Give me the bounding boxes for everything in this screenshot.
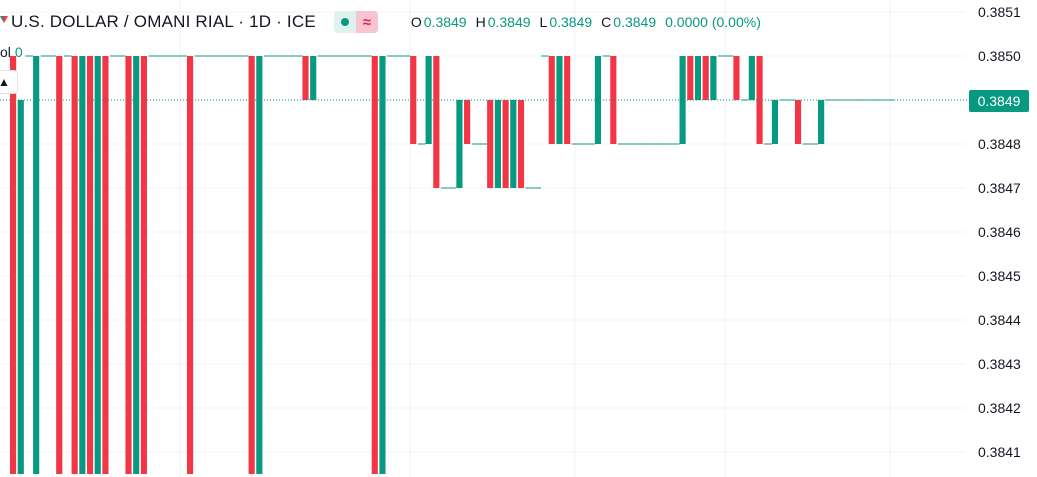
candle[interactable] <box>125 56 132 474</box>
y-tick-label: 0.3843 <box>978 356 1021 372</box>
candle[interactable] <box>687 56 694 100</box>
candle[interactable] <box>733 56 740 100</box>
close-value: 0.3849 <box>613 14 657 30</box>
candles <box>10 55 895 474</box>
candle[interactable] <box>494 100 501 188</box>
candle[interactable] <box>425 56 432 144</box>
candle[interactable] <box>610 56 617 144</box>
candle[interactable] <box>517 100 525 188</box>
y-tick-label: 0.3847 <box>978 180 1021 196</box>
flag-icon <box>0 16 8 23</box>
candle[interactable] <box>433 56 440 188</box>
candle[interactable] <box>302 56 309 100</box>
delayed-data-icon[interactable]: ≈ <box>355 11 378 33</box>
candle[interactable] <box>694 56 702 100</box>
candle[interactable] <box>140 56 147 474</box>
candle[interactable] <box>33 56 40 474</box>
close-label: C <box>601 14 612 30</box>
candle[interactable] <box>56 56 63 474</box>
y-tick-label: 0.3851 <box>978 4 1021 20</box>
y-tick-label: 0.3845 <box>978 268 1021 284</box>
candle[interactable] <box>371 56 378 474</box>
candle[interactable] <box>187 56 194 474</box>
candle[interactable] <box>794 100 802 144</box>
y-tick-label: 0.3844 <box>978 312 1021 328</box>
grid <box>0 0 965 477</box>
low-value: 0.3849 <box>549 14 593 30</box>
collapse-legend-button[interactable]: ▲ <box>0 70 18 94</box>
ohlc-values: O 0.3849 H 0.3849 L 0.3849 C 0.3849 0.0000 (… <box>402 14 761 30</box>
market-open-dot-icon[interactable] <box>333 11 356 33</box>
volume-label: ol <box>0 44 11 60</box>
candle[interactable] <box>79 56 86 474</box>
market-status[interactable]: ≈ <box>333 11 378 33</box>
volume-value: 0 <box>14 44 23 60</box>
candle[interactable] <box>818 100 825 144</box>
candle[interactable] <box>17 100 24 474</box>
candle[interactable] <box>456 100 463 188</box>
candle[interactable] <box>248 56 255 474</box>
change-value: 0.0000 (0.00%) <box>665 14 761 30</box>
y-tick-label: 0.3842 <box>978 400 1021 416</box>
y-tick-label: 0.3850 <box>978 48 1021 64</box>
candle[interactable] <box>771 100 779 144</box>
candle[interactable] <box>256 56 263 474</box>
candle[interactable] <box>710 56 717 100</box>
candle[interactable] <box>102 56 109 474</box>
candle[interactable] <box>133 56 140 474</box>
price-axis[interactable]: 0.38510.38500.38490.38480.38470.38460.38… <box>978 4 1021 460</box>
candle[interactable] <box>94 56 101 474</box>
y-tick-label: 0.3848 <box>978 136 1021 152</box>
candle[interactable] <box>679 56 686 144</box>
open-value: 0.3849 <box>423 14 467 30</box>
candle[interactable] <box>702 56 709 100</box>
symbol-title[interactable]: U.S. DOLLAR / OMANI RIAL · 1D · ICE <box>11 12 316 31</box>
candle[interactable] <box>487 100 494 188</box>
candle[interactable] <box>410 56 417 144</box>
y-tick-label: 0.3841 <box>978 444 1021 460</box>
candle[interactable] <box>310 56 317 100</box>
y-tick-label: 0.3846 <box>978 224 1021 240</box>
current-price-label: 0.3849 <box>969 90 1029 112</box>
candle[interactable] <box>510 100 517 188</box>
candle[interactable] <box>748 56 755 100</box>
low-label: L <box>539 14 548 30</box>
volume-legend: ol 0 <box>0 44 23 60</box>
candle[interactable] <box>548 56 555 144</box>
candle[interactable] <box>71 56 78 474</box>
candle[interactable] <box>502 100 509 188</box>
chevron-up-icon: ▲ <box>0 75 10 89</box>
open-label: O <box>410 14 422 30</box>
high-label: H <box>475 14 486 30</box>
candle[interactable] <box>86 56 94 474</box>
high-value: 0.3849 <box>487 14 531 30</box>
candle[interactable] <box>10 56 17 474</box>
candle[interactable] <box>556 56 563 144</box>
candle[interactable] <box>464 100 471 144</box>
candle[interactable] <box>379 56 386 474</box>
